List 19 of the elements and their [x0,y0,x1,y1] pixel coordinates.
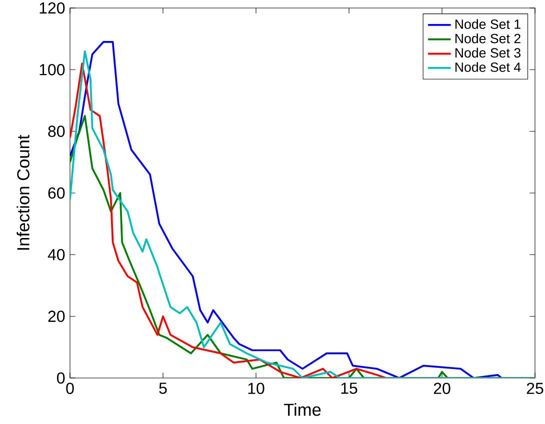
y-tick-label: 120 [40,2,65,14]
y-tick-label: 20 [48,310,65,322]
x-tick-label: 5 [159,382,167,394]
legend-label: Node Set 3 [455,48,520,58]
y-tick-label: 60 [48,187,65,199]
x-tick-label: 15 [341,382,358,394]
legend-label: Node Set 2 [455,33,520,44]
x-tick-label: 10 [248,382,264,394]
legend-label: Node Set 1 [455,19,520,29]
x-axis-title: Time [284,403,321,416]
x-tick-label: 0 [66,382,74,394]
x-tick-label: 25 [526,382,544,394]
y-tick-label: 40 [48,249,65,260]
legend-label: Node Set 4 [455,62,521,72]
y-tick-label: 0 [57,372,65,384]
y-tick-label: 80 [48,126,65,137]
y-tick-label: 100 [40,64,65,76]
y-axis-title: Infection Count [16,134,30,250]
x-tick-label: 20 [434,382,450,394]
